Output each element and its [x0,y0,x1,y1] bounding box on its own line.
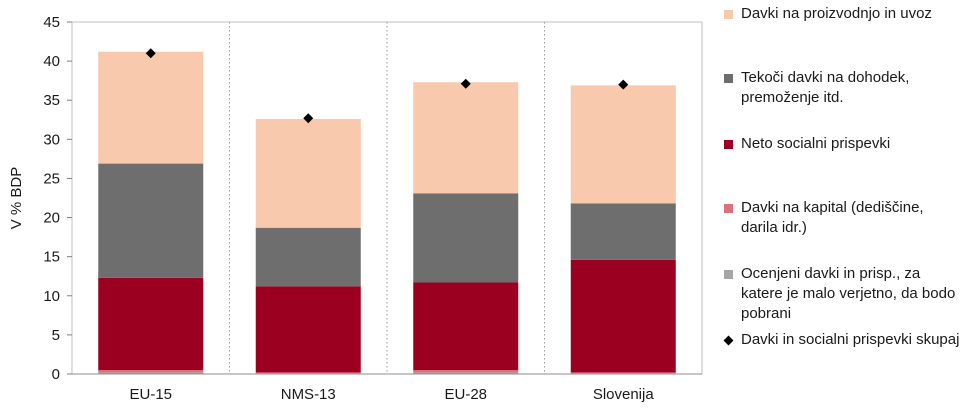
bar-segment [413,82,519,194]
legend-label: Ocenjeni davki in prisp., za katere je m… [741,265,956,322]
total-marker [460,78,471,89]
bar-segment [255,227,361,287]
legend-item: Davki na proizvodnjo in uvoz [724,4,960,24]
legend-item: Neto socialni prispevki [724,134,960,154]
x-tick-label: Slovenija [593,386,655,403]
y-tick-label: 25 [43,170,60,187]
total-marker [145,48,156,59]
y-tick-label: 10 [43,288,60,305]
legend-label: Neto socialni prispevki [741,135,891,152]
bar-segment [413,193,519,283]
legend-swatch [724,270,733,279]
y-tick-label: 30 [43,131,60,148]
legend-label: Davki na proizvodnjo in uvoz [741,5,932,22]
legend-label: Tekoči davki na dohodek, premoženje itd. [741,69,910,106]
bar-segment [413,282,519,371]
bar-segment [98,51,204,164]
total-marker [618,79,629,90]
legend-swatch [724,74,733,83]
legend-label: Davki na kapital (dediščine, darila idr.… [741,199,924,236]
legend-item: Davki na kapital (dediščine, darila idr.… [724,198,960,238]
legend-item: Ocenjeni davki in prisp., za katere je m… [724,264,960,324]
bar-segment [570,372,676,374]
bar-segment [98,370,204,373]
x-tick-label: EU-28 [444,386,487,403]
bar-segment [570,85,676,204]
legend-item: Davki in socialni prispevki skupaj [723,330,960,350]
y-tick-label: 20 [43,210,60,227]
bar-segment [98,372,204,374]
y-tick-label: 5 [52,327,60,344]
y-tick-label: 35 [43,92,60,109]
legend-label: Davki in socialni prispevki skupaj [741,331,960,348]
y-tick-label: 40 [43,53,60,70]
bar-segment [570,203,676,260]
bar-segment [413,372,519,374]
chart-legend: Davki na proizvodnjo in uvoz Tekoči davki… [723,0,960,410]
total-marker [303,113,314,124]
y-axis-title: V % BDP [8,167,25,230]
bar-segment [255,372,361,374]
bar-segment [255,286,361,373]
x-tick-label: EU-15 [129,386,172,403]
bar-segment [98,277,204,371]
legend-diamond-icon [723,335,734,346]
x-tick-label: NMS-13 [281,386,336,403]
legend-item: Tekoči davki na dohodek, premoženje itd. [724,68,960,108]
y-tick-label: 45 [43,14,60,31]
stacked-bar-chart: 0 5 10 15 20 25 30 35 40 45 V % BDP EU-15 NMS-13 EU-2… [8,14,703,403]
y-tick-label: 0 [52,366,60,383]
y-tick-label: 15 [43,249,60,266]
bar-segment [413,370,519,373]
legend-swatch [724,10,733,19]
legend-swatch [724,140,733,149]
bar-segment [255,118,361,228]
legend-swatch [724,204,733,213]
bar-segment [98,163,204,278]
bar-segment [570,259,676,373]
